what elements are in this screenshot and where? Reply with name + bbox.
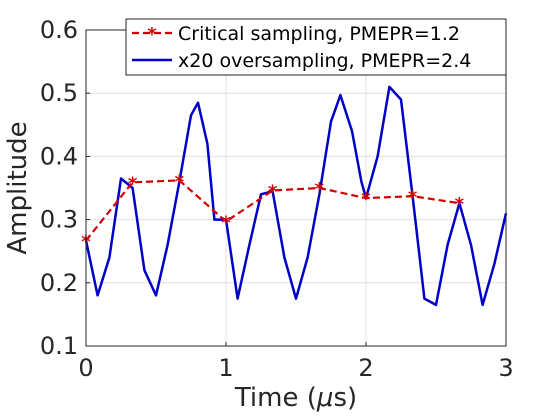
tick-labels: 0 1 2 3 0.1 0.2 0.3 0.4 0.5 0.6 <box>40 16 514 382</box>
y-tick-label: 0.3 <box>40 206 78 234</box>
series-line-oversampling <box>84 85 508 307</box>
y-tick-label: 0.6 <box>40 16 78 44</box>
y-tick-label: 0.1 <box>40 332 78 360</box>
legend-marker-critical: * <box>147 24 157 45</box>
data-point-critical: * <box>315 179 325 200</box>
legend-label-oversampling: x20 oversampling, PMEPR=2.4 <box>178 50 471 72</box>
y-tick-label: 0.5 <box>40 79 78 107</box>
legend-label-critical: Critical sampling, PMEPR=1.2 <box>178 23 460 45</box>
series-line-critical <box>85 179 460 242</box>
data-point-critical: * <box>268 182 278 203</box>
data-point-critical: * <box>175 171 185 192</box>
x-axis-label: Time (μs) <box>234 383 357 413</box>
data-point-critical: * <box>128 173 138 194</box>
data-point-critical: * <box>408 187 418 208</box>
x-tick-label: 0 <box>78 354 93 382</box>
data-point-critical: * <box>455 194 465 215</box>
x-tick-label: 2 <box>358 354 373 382</box>
y-tick-label: 0.4 <box>40 142 78 170</box>
data-point-critical: * <box>221 212 231 233</box>
legend: * Critical sampling, PMEPR=1.2 x20 overs… <box>125 18 507 76</box>
data-point-critical: * <box>361 189 371 210</box>
x-tick-label: 1 <box>218 354 233 382</box>
legend-box <box>125 18 507 76</box>
y-axis-label: Amplitude <box>3 121 33 254</box>
x-axis-unit-mu: μ <box>316 383 334 413</box>
y-tick-label: 0.2 <box>40 269 78 297</box>
x-tick-label: 3 <box>498 354 513 382</box>
